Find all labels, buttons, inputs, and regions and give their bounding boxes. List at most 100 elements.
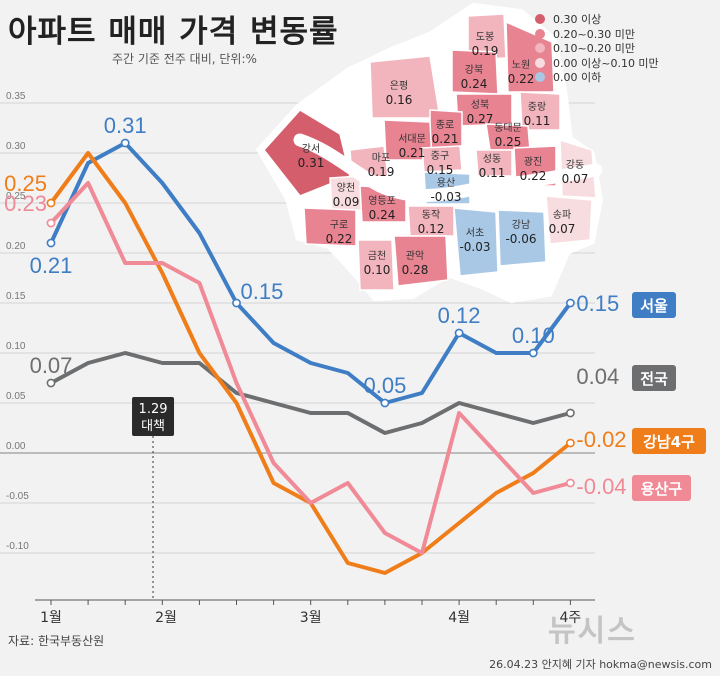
series-end-tag bbox=[632, 475, 691, 501]
data-label: 0.25 bbox=[4, 171, 47, 196]
map-district-name: 관악 bbox=[406, 250, 424, 262]
data-point-marker bbox=[566, 478, 575, 488]
credit-line: 26.04.23 안지혜 기자 hokma@newsis.com bbox=[489, 658, 712, 671]
legend-item: 0.00 이상~0.10 미만 bbox=[535, 56, 659, 71]
legend-swatch bbox=[535, 43, 545, 54]
map-district-value: 0.10 bbox=[364, 263, 391, 277]
han-river bbox=[293, 133, 603, 202]
x-tick-label: 3월 bbox=[300, 610, 322, 626]
source-note: 자료: 한국부동산원 bbox=[8, 634, 105, 648]
y-tick-label: 0.15 bbox=[6, 291, 26, 302]
map-district-name: 은평 bbox=[390, 80, 408, 92]
data-point-marker bbox=[120, 138, 130, 148]
map-district-name: 강남 bbox=[512, 219, 530, 231]
y-axis: 0.35 0.30 0.25 0.20 0.15 0.10 0.05 0.00 -0.05 -0.… bbox=[6, 91, 29, 552]
map-district-value: 0.19 bbox=[368, 165, 395, 179]
data-point-marker bbox=[566, 408, 575, 418]
map-district-value: -0.03 bbox=[430, 190, 461, 204]
map-district-name: 마포 bbox=[372, 152, 390, 164]
map-district-value: 0.21 bbox=[432, 132, 459, 146]
series-end-label: 서울 bbox=[640, 297, 668, 315]
map-district-name: 성북 bbox=[471, 99, 489, 111]
map-district-region bbox=[497, 209, 547, 267]
data-label: -0.02 bbox=[576, 427, 626, 452]
map-district-name: 강동 bbox=[566, 159, 584, 171]
data-point-marker bbox=[566, 438, 575, 448]
map-district-value: 0.24 bbox=[369, 208, 396, 222]
data-point-marker bbox=[566, 298, 575, 308]
map-district-value: 0.11 bbox=[524, 114, 551, 128]
map-district-name: 중구 bbox=[431, 150, 449, 162]
map-district-region bbox=[467, 13, 507, 61]
series-end-label: 강남4구 bbox=[643, 433, 695, 451]
series-2 bbox=[46, 351, 575, 435]
map-district-name: 동작 bbox=[422, 209, 440, 221]
map-district-value: 0.21 bbox=[399, 146, 426, 160]
map-district-name: 도봉 bbox=[476, 31, 494, 43]
series-layer bbox=[46, 138, 575, 575]
series-end-label: 전국 bbox=[640, 370, 668, 388]
map-district-name: 노원 bbox=[512, 59, 530, 71]
map-district-value: 0.31 bbox=[298, 156, 325, 170]
series-line bbox=[49, 141, 573, 405]
series-end-label: 용산구 bbox=[641, 480, 683, 498]
map-district-region bbox=[421, 145, 463, 173]
data-label: 0.12 bbox=[438, 303, 481, 328]
data-point-marker bbox=[46, 198, 56, 208]
x-tick-label: 4월 bbox=[448, 610, 470, 626]
map-district-region bbox=[519, 91, 561, 131]
annotation-date: 1.29 bbox=[139, 402, 168, 417]
map-district-value: -0.03 bbox=[459, 240, 490, 254]
map-district-name: 구로 bbox=[330, 220, 348, 231]
series-end-tag bbox=[632, 292, 676, 318]
map-district-name: 영등포 bbox=[368, 195, 396, 207]
map-district-value: 0.28 bbox=[402, 263, 429, 277]
policy-annotation: 1.29 대책 bbox=[132, 397, 175, 600]
data-label: 0.10 bbox=[512, 323, 555, 348]
map-district-name: 중랑 bbox=[528, 101, 546, 113]
y-tick-label: 0.00 bbox=[6, 441, 26, 452]
legend-item: 0.20~0.30 미만 bbox=[535, 27, 659, 42]
map-district-name: 송파 bbox=[553, 209, 571, 221]
map-district-value: 0.19 bbox=[472, 44, 499, 58]
map-district-value: 0.22 bbox=[520, 169, 547, 183]
map-district-value: 0.07 bbox=[562, 172, 589, 186]
legend-swatch bbox=[535, 28, 545, 39]
legend-item: 0.30 이상 bbox=[535, 12, 659, 27]
map-district-region bbox=[407, 205, 455, 237]
map-district-name: 양천 bbox=[337, 182, 355, 194]
label-layer: 0.21 0.31 0.15 0.05 0.12 0.10 0.15 서울 0.07 0.04 전국… bbox=[4, 113, 706, 501]
x-tick-label: 1월 bbox=[40, 610, 62, 626]
map-district-name: 용산 bbox=[437, 177, 455, 189]
data-point-marker bbox=[46, 238, 56, 248]
map-district-name: 강서 bbox=[302, 143, 320, 155]
data-label: 0.31 bbox=[104, 113, 147, 138]
data-label: 0.21 bbox=[30, 253, 73, 278]
data-label: -0.04 bbox=[576, 474, 626, 499]
map-legend: 0.30 이상 0.20~0.30 미만 0.10~0.20 미만 0.00 이상~0… bbox=[535, 12, 659, 85]
map-district-name: 서대문 bbox=[398, 133, 426, 145]
data-point-marker bbox=[380, 398, 390, 408]
x-axis: 1월 2월 3월 4월 4주 bbox=[35, 599, 595, 626]
chart-title: 아파트 매매 가격 변동률 bbox=[8, 14, 339, 50]
map-district-region bbox=[475, 149, 513, 177]
map-district-value: -0.06 bbox=[505, 232, 536, 246]
legend-label: 0.00 이하 bbox=[553, 71, 602, 85]
map-district-region bbox=[393, 235, 449, 287]
annotation-box bbox=[132, 397, 175, 436]
legend-swatch bbox=[535, 14, 545, 25]
series-line bbox=[49, 181, 573, 555]
legend-item: 0.10~0.20 미만 bbox=[535, 41, 659, 56]
data-point-marker bbox=[46, 378, 56, 388]
map-district-value: 0.09 bbox=[333, 195, 360, 209]
legend-swatch bbox=[535, 57, 545, 68]
y-tick-label: 0.35 bbox=[6, 91, 26, 102]
data-label: 0.05 bbox=[363, 373, 406, 398]
map-district-value: 0.27 bbox=[467, 112, 494, 126]
series-end-tag bbox=[632, 428, 706, 454]
legend-item: 0.00 이하 bbox=[535, 70, 659, 85]
data-label: 0.04 bbox=[576, 364, 619, 389]
series-4 bbox=[46, 181, 575, 555]
legend-label: 0.10~0.20 미만 bbox=[553, 42, 635, 56]
